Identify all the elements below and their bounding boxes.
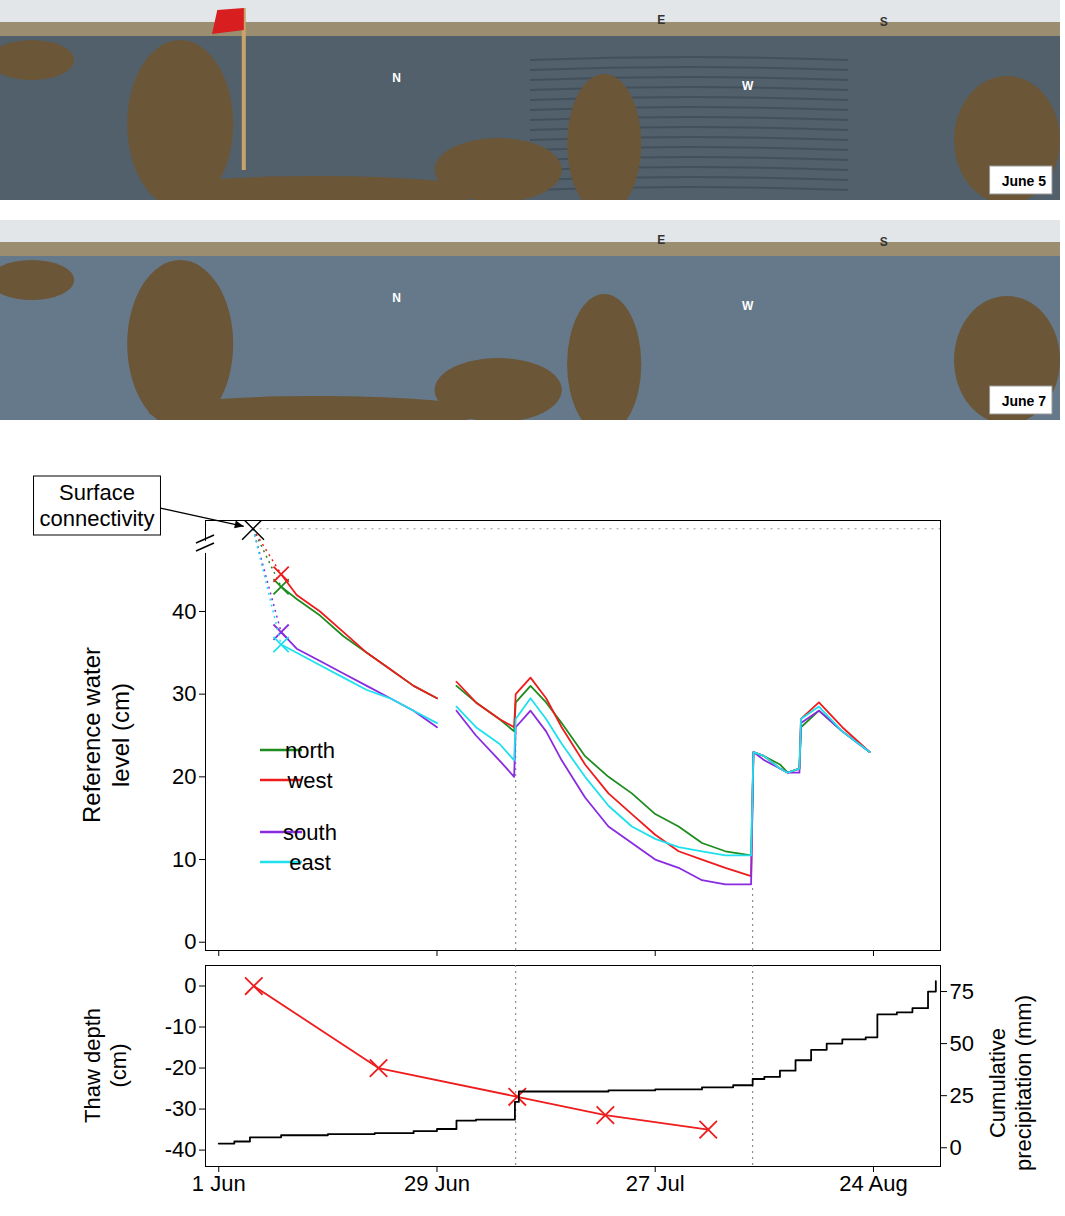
svg-text:west: west: [286, 768, 332, 793]
svg-text:10: 10: [172, 847, 196, 872]
svg-text:25: 25: [950, 1083, 974, 1108]
svg-text:0: 0: [950, 1135, 962, 1160]
svg-text:20: 20: [172, 764, 196, 789]
svg-text:precipitation (mm): precipitation (mm): [1011, 995, 1036, 1171]
svg-text:0: 0: [184, 929, 196, 954]
svg-text:E: E: [657, 233, 665, 247]
svg-text:N: N: [392, 291, 401, 305]
svg-text:W: W: [742, 299, 754, 313]
svg-text:north: north: [285, 738, 335, 763]
svg-text:-40: -40: [165, 1137, 197, 1162]
svg-text:0: 0: [184, 973, 196, 998]
svg-text:Surface: Surface: [59, 480, 135, 505]
svg-text:30: 30: [172, 681, 196, 706]
svg-text:1 Jun: 1 Jun: [192, 1171, 246, 1196]
svg-text:29 Jun: 29 Jun: [404, 1171, 470, 1196]
svg-text:40: 40: [172, 599, 196, 624]
svg-text:24 Aug: 24 Aug: [839, 1171, 908, 1196]
svg-text:50: 50: [950, 1031, 974, 1056]
svg-text:June 5: June 5: [1002, 173, 1047, 189]
svg-text:Reference water: Reference water: [78, 647, 105, 823]
svg-text:75: 75: [950, 979, 974, 1004]
svg-text:(cm): (cm): [106, 1044, 131, 1088]
svg-text:N: N: [392, 71, 401, 85]
svg-text:Thaw depth: Thaw depth: [80, 1008, 105, 1123]
svg-text:Cumulative: Cumulative: [985, 1028, 1010, 1138]
svg-text:south: south: [283, 820, 337, 845]
svg-text:June 7: June 7: [1002, 393, 1047, 409]
svg-text:-20: -20: [165, 1055, 197, 1080]
svg-text:-30: -30: [165, 1096, 197, 1121]
svg-text:east: east: [289, 850, 331, 875]
svg-text:connectivity: connectivity: [40, 506, 155, 531]
svg-text:27 Jul: 27 Jul: [626, 1171, 685, 1196]
svg-text:level (cm): level (cm): [107, 683, 134, 787]
svg-text:S: S: [880, 15, 888, 29]
svg-text:S: S: [880, 235, 888, 249]
svg-text:E: E: [657, 13, 665, 27]
svg-text:W: W: [742, 79, 754, 93]
svg-text:-10: -10: [165, 1014, 197, 1039]
